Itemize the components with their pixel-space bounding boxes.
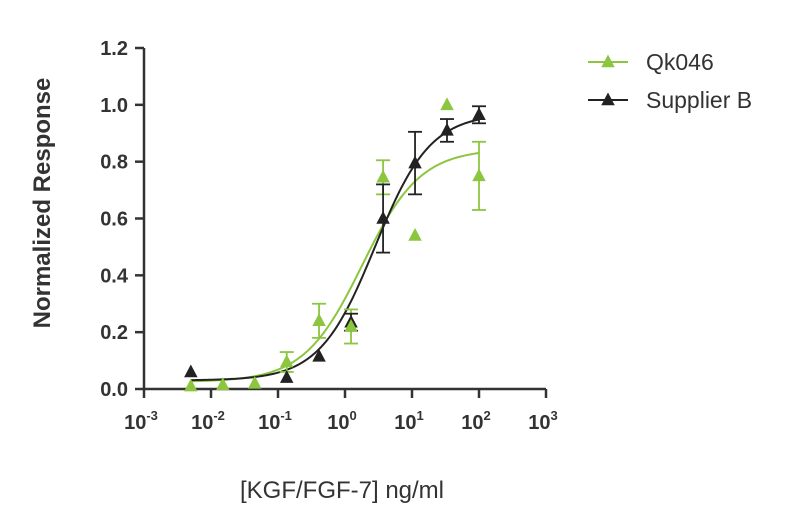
data-point — [344, 318, 358, 332]
fit-curves — [190, 118, 480, 383]
legend-marker — [601, 92, 615, 106]
x-tick-label: 10-2 — [191, 408, 225, 434]
data-point — [376, 211, 390, 224]
data-point — [472, 107, 486, 121]
x-tick-exponent: 2 — [484, 408, 491, 423]
fit-curve — [190, 118, 480, 382]
x-tick-exponent: -2 — [213, 408, 225, 423]
x-tick-label: 102 — [461, 408, 490, 434]
x-tick-base: 10 — [191, 412, 213, 434]
axes — [142, 48, 546, 391]
data-point — [279, 370, 294, 383]
x-tick-label: 103 — [528, 408, 557, 434]
data-point — [184, 364, 198, 378]
x-tick-base: 10 — [327, 412, 349, 434]
data-point — [312, 313, 326, 327]
ticks: 0.00.20.40.60.81.01.210-3 10-2 10-1 100 101 1… — [100, 38, 558, 434]
x-tick-base: 10 — [528, 412, 550, 434]
data-point — [279, 354, 294, 368]
data-point — [440, 97, 454, 111]
y-tick-label: 0.8 — [100, 152, 128, 174]
data-point — [408, 155, 422, 169]
data-point — [216, 377, 230, 390]
y-axis-title: Normalized Response — [29, 78, 56, 329]
x-tick-exponent: 1 — [417, 408, 424, 423]
data-point — [472, 168, 486, 182]
x-tick-base: 10 — [461, 412, 483, 434]
x-tick-base: 10 — [258, 412, 280, 434]
x-tick-label: 10-1 — [258, 408, 292, 434]
y-tick-label: 1.2 — [100, 38, 128, 60]
x-tick-base: 10 — [394, 412, 416, 434]
legend-label: Supplier B — [646, 87, 752, 113]
data-point — [408, 228, 422, 241]
fit-curve — [190, 152, 480, 383]
data-point — [312, 348, 326, 362]
data-point — [248, 375, 262, 389]
x-tick-exponent: -1 — [280, 408, 292, 423]
data-points — [184, 97, 486, 392]
x-axis-title: [KGF/FGF-7] ng/ml — [240, 477, 444, 504]
data-point — [184, 378, 198, 392]
y-tick-label: 1.0 — [100, 95, 128, 117]
y-tick-label: 0.6 — [100, 209, 128, 231]
x-tick-label: 101 — [394, 408, 423, 434]
x-tick-exponent: -3 — [146, 408, 158, 423]
error-bars — [279, 105, 486, 373]
y-tick-label: 0.2 — [100, 322, 128, 344]
data-point — [440, 122, 454, 136]
x-tick-exponent: 3 — [551, 408, 558, 423]
legend-label: Qk046 — [646, 49, 714, 75]
y-tick-label: 0.0 — [100, 379, 128, 401]
x-tick-label: 10-3 — [124, 408, 158, 434]
x-tick-label: 100 — [327, 408, 356, 434]
x-tick-exponent: 0 — [350, 408, 357, 423]
legend-marker — [601, 54, 615, 68]
legend: Qk046 Supplier B — [588, 49, 752, 113]
y-tick-label: 0.4 — [100, 265, 129, 287]
data-point — [376, 169, 390, 183]
x-tick-base: 10 — [124, 412, 146, 434]
